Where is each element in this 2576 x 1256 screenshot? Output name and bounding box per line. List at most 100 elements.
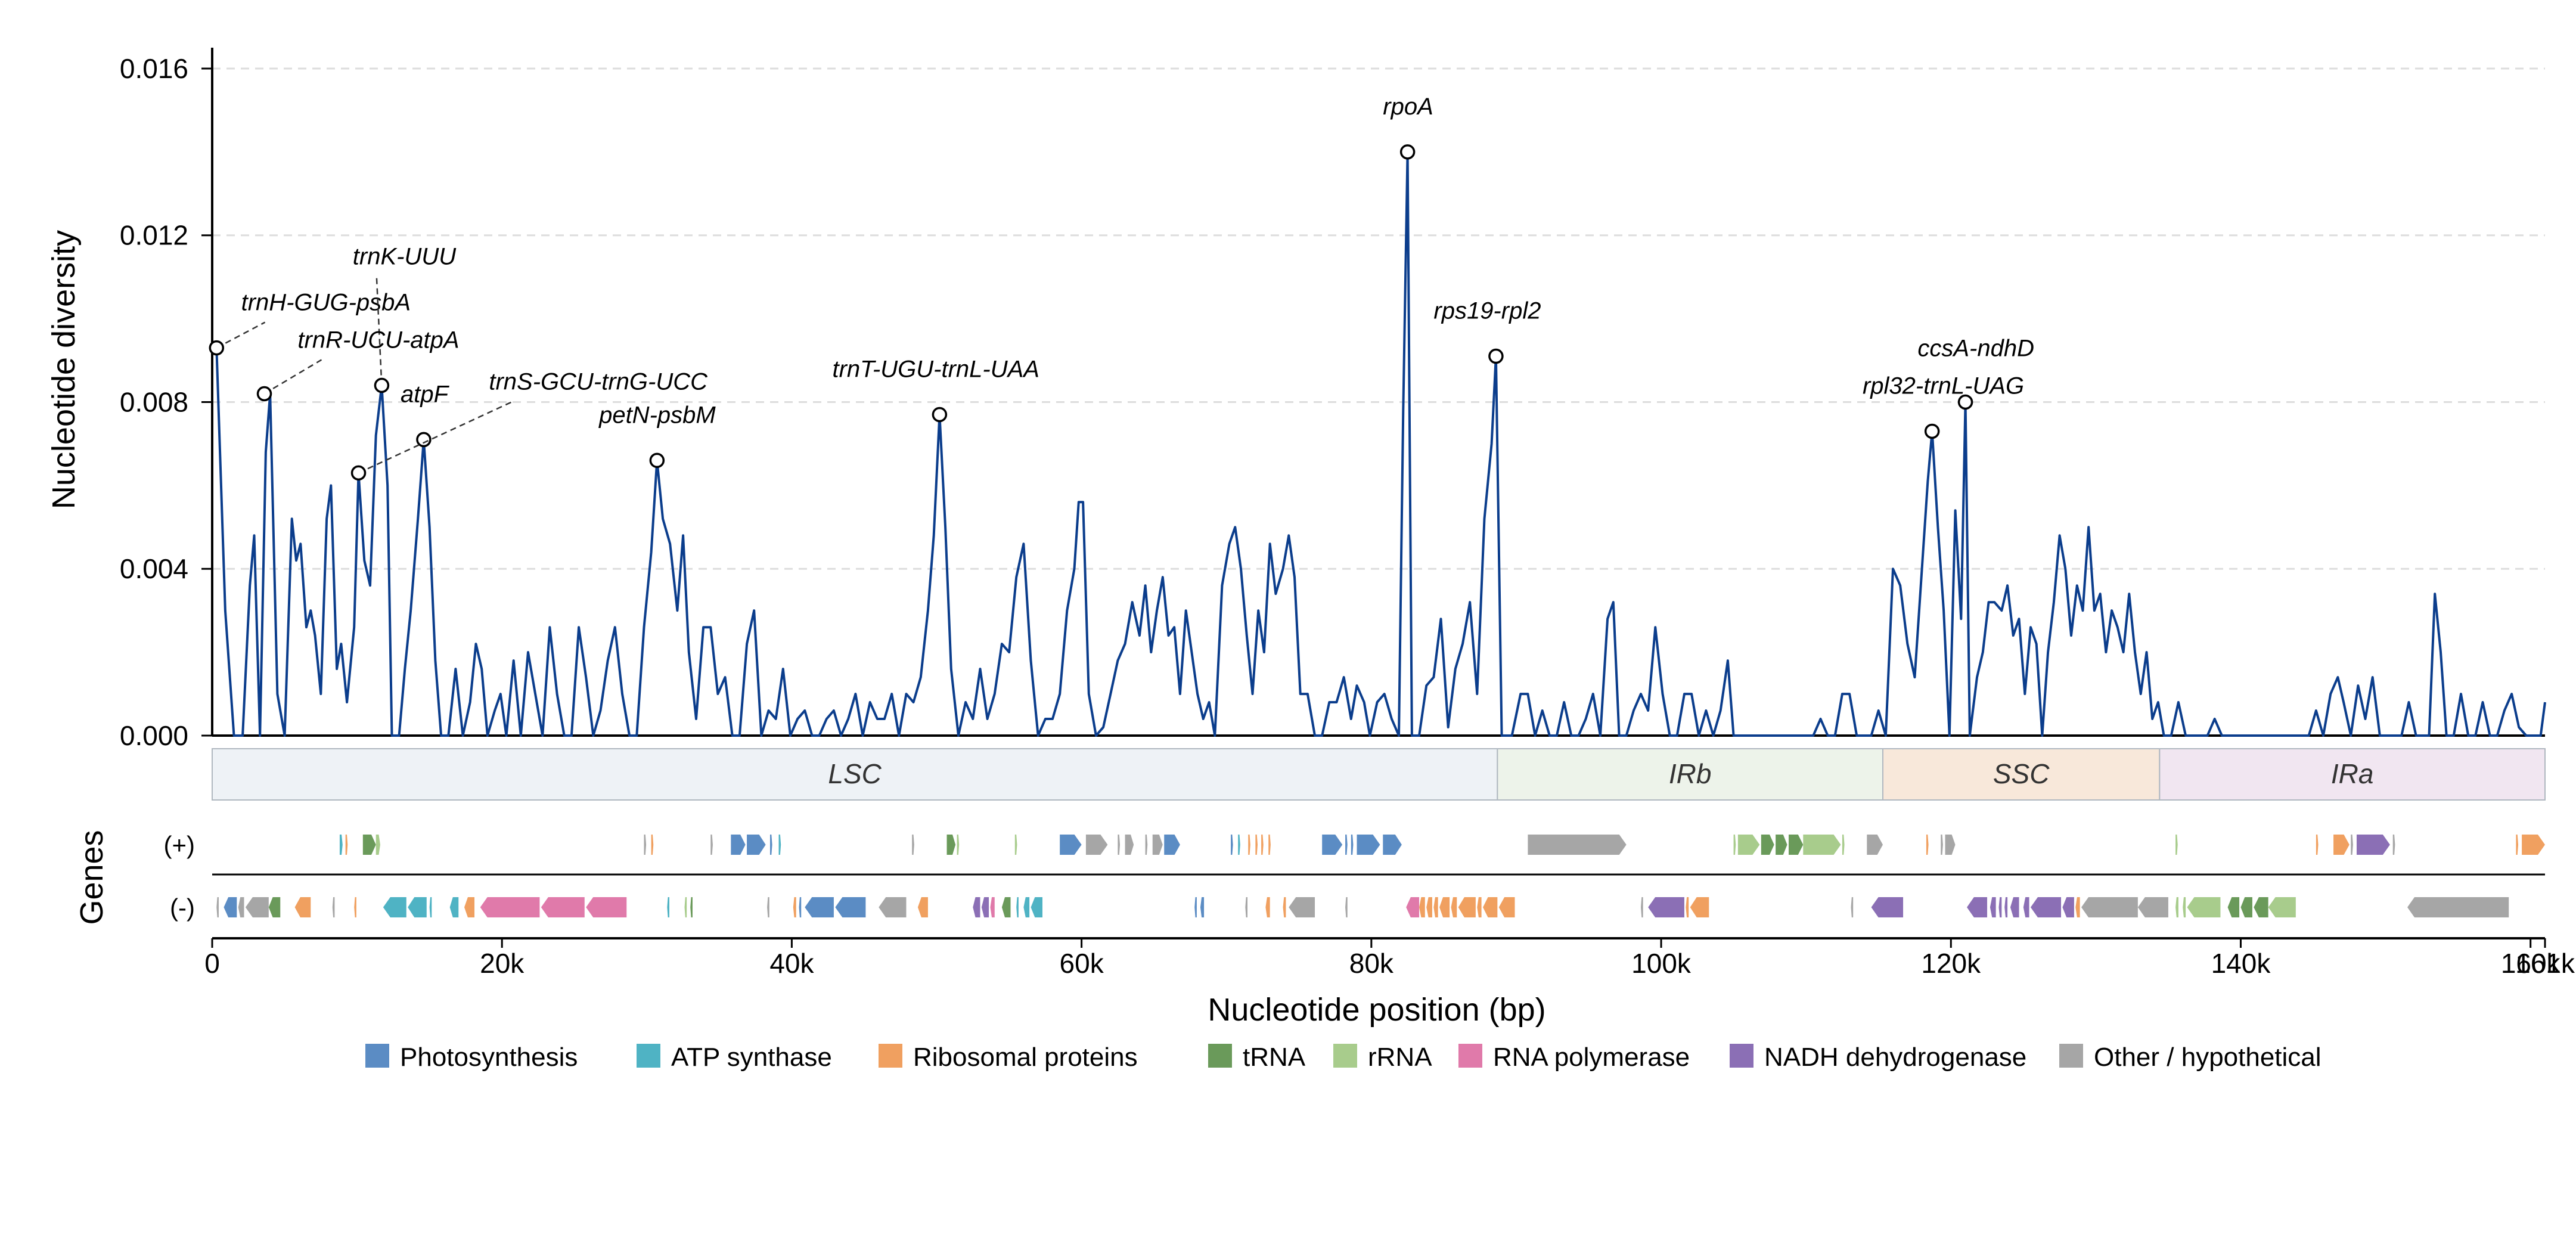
gene-feature [1990,897,1996,917]
peak-label: trnR-UCU-atpA [297,327,459,353]
gene-feature [2522,835,2545,855]
gene-feature [1152,835,1163,855]
x-tick-label: 80k [1349,948,1394,979]
gene-feature [1690,897,1709,917]
gene-feature [1145,835,1148,855]
gene-feature [2407,897,2509,917]
gene-feature [1842,835,1845,855]
peak-marker [1399,144,1416,160]
gene-feature [917,897,928,917]
gene-feature [408,897,427,917]
gene-feature [912,835,914,855]
peak-marker [1488,348,1504,364]
peak-marker [416,432,432,448]
gene-feature [1426,897,1432,917]
gene-feature [429,897,432,917]
gene-feature [1164,835,1180,855]
gene-feature [990,897,995,917]
gene-feature [1322,835,1343,855]
peak-label: rpl32-trnL-UAG [1863,373,2024,399]
gene-feature [1406,897,1420,917]
region-irb [1497,748,1884,801]
gene-feature [1125,835,1134,855]
x-tick-label: 161k [2515,948,2575,979]
gene-feature [2075,897,2080,917]
gene-feature [1733,835,1736,855]
gene-feature [2175,835,2178,855]
region-label: IRa [2331,758,2374,789]
gene-feature [375,835,381,855]
gene-feature [2268,897,2296,917]
gene-feature [805,897,834,917]
gene-feature [1085,835,1108,855]
gene-feature [1648,897,1684,917]
peak-label: atpF [401,381,450,407]
gene-feature [2004,897,2008,917]
x-tick-label: 140k [2211,948,2271,979]
gene-feature [651,835,654,855]
peak-label: ccsA-ndhD [1917,336,2034,362]
diversity-series-line [215,150,2546,737]
grid-lines [212,67,2545,570]
gene-feature [294,897,311,917]
gene-feature [1686,897,1689,917]
gene-feature [1194,897,1197,917]
legend-swatch [1333,1044,1357,1068]
gene-feature [1383,835,1402,855]
annotation-leader-line [216,321,266,349]
gene-feature [1289,897,1315,917]
gene-feature [1945,835,1956,855]
gene-feature [2183,897,2186,917]
annotation-leader-line [358,401,513,474]
gene-feature [1345,835,1348,855]
legend-swatch [1208,1044,1232,1068]
gene-feature [1118,835,1121,855]
peak-marker [932,407,948,423]
legend-label: RNA polymerase [1493,1043,1690,1072]
gene-feature [2030,897,2062,917]
gene-feature [1238,835,1240,855]
gene-feature [1060,835,1082,855]
gene-feature [1477,897,1482,917]
gene-feature [216,897,219,917]
region-label: SSC [1993,758,2050,789]
gene-feature [1265,897,1270,917]
gene-feature [667,897,669,917]
gene-feature [1268,835,1271,855]
region-lsc [212,748,1498,801]
gene-feature [245,897,269,917]
gene-feature [1761,835,1774,855]
gene-feature [2137,897,2168,917]
peak-label: trnH-GUG-psbA [241,290,411,316]
legend-swatch [1730,1044,1753,1068]
gene-feature [1867,835,1883,855]
peak-label: trnS-GCU-trnG-UCC [489,369,708,395]
gene-feature [747,835,766,855]
peak-marker [350,465,367,481]
gene-feature [586,897,627,917]
annotation-leader-line [375,276,383,386]
x-tick-label: 60k [1060,948,1104,979]
gene-feature [1248,835,1250,855]
gene-feature [2175,897,2178,917]
gene-feature [1737,835,1760,855]
legend-label: tRNA [1243,1043,1306,1072]
gene-feature [946,835,956,855]
peak-marker [256,386,272,402]
legend-swatch [637,1044,660,1068]
gene-feature [1345,897,1348,917]
gene-feature [2081,897,2138,917]
peak-marker [374,377,390,393]
gene-feature [1528,835,1627,855]
gene-feature [1001,897,1011,917]
gene-feature [238,897,244,917]
gene-feature [1871,897,1904,917]
x-tick-label: 160k [2501,948,2561,979]
gene-feature [1433,897,1438,917]
gene-feature [1261,835,1264,855]
gene-feature [957,835,960,855]
gene-feature [2254,897,2268,917]
strand-label-minus: (-) [170,894,195,922]
